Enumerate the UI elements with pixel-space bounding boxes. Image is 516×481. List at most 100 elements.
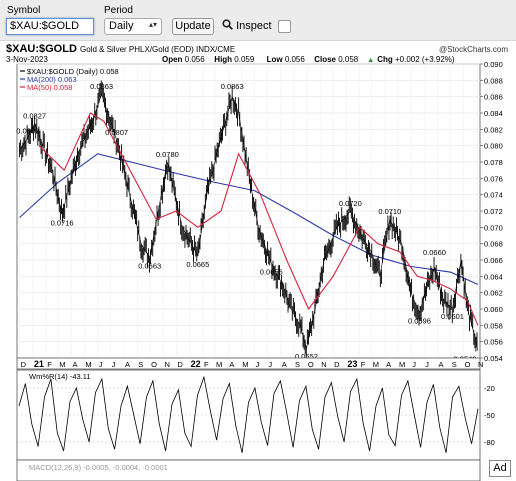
wr-tick-label: -80 [484, 438, 495, 447]
price-annotation: 0.0656 [260, 267, 283, 276]
price-annotation: 0.0552 [295, 352, 318, 361]
x-tick-label: M [373, 360, 379, 369]
x-tick-label: S [295, 360, 300, 369]
chart-title: $XAU:$GOLD [6, 43, 77, 55]
x-tick-label: J [256, 360, 260, 369]
x-tick-label: S [452, 360, 457, 369]
chart-subtitle: Gold & Silver PHLX/Gold (EOD) INDX/CME [80, 45, 235, 54]
price-annotation: 0.0710 [378, 207, 401, 216]
price-annotation: 0.0660 [423, 248, 446, 257]
x-tick-label: S [138, 360, 143, 369]
x-tick-label: J [99, 360, 103, 369]
legend-entry: $XAU:$GOLD (Daily) 0.058 [27, 67, 119, 76]
legend-entry: MA(50) 0.058 [27, 83, 72, 92]
wr-tick-label: -20 [484, 384, 495, 393]
update-button[interactable]: Update [172, 18, 214, 35]
x-tick-label: D [21, 360, 27, 369]
y-tick-label: 0.074 [484, 191, 503, 200]
price-annotation: 0.0807 [105, 128, 128, 137]
price-chart: $XAU:$GOLD Gold & Silver PHLX/Gold (EOD)… [6, 43, 508, 481]
price-annotation: 0.0663 [138, 262, 161, 271]
ohlc-close: Close 0.058 [314, 55, 359, 64]
price-annotation: 0.0863 [221, 82, 244, 91]
brand-credit: @StockCharts.com [439, 45, 508, 54]
ma50-line [38, 112, 479, 326]
y-tick-label: 0.066 [484, 256, 503, 265]
ohlc-low: Low 0.056 [267, 55, 306, 64]
ad-badge[interactable]: Ad [489, 460, 511, 477]
ohlc-row: Open 0.056 High 0.059 Low 0.056 Close 0.058… [162, 55, 455, 64]
legend-entry: MA(200) 0.063 [27, 75, 77, 84]
magnifier-icon [222, 19, 233, 30]
price-annotation: 0.0827 [23, 112, 46, 121]
y-tick-label: 0.076 [484, 174, 503, 183]
y-tick-label: 0.080 [484, 142, 503, 151]
x-tick-label: J [112, 360, 116, 369]
y-tick-label: 0.054 [484, 354, 503, 363]
y-tick-label: 0.084 [484, 109, 503, 118]
price-bars [19, 80, 479, 361]
chart-date: 3-Nov-2023 [6, 55, 48, 64]
y-tick-label: 0.088 [484, 76, 503, 85]
x-tick-label: A [386, 360, 391, 369]
inspect-toggle[interactable]: Inspect [222, 19, 272, 32]
period-select[interactable]: Daily ▴▾ [104, 18, 162, 35]
x-tick-label: A [438, 360, 443, 369]
ohlc-high: High 0.059 [214, 55, 255, 64]
x-tick-label: O [465, 360, 471, 369]
price-annotation: 0.0716 [51, 218, 74, 227]
macd-title-text: MACD(12,26,9) -0.0005, -0.0004, -0.0001 [29, 463, 168, 472]
x-tick-label: N [164, 360, 169, 369]
x-tick-label: O [151, 360, 157, 369]
y-tick-label: 0.062 [484, 289, 503, 298]
date-axis-labels: D 21 F M A M J J A S O N D 22 F M A M J J A S O N D 23 F M A M J J A S O N [21, 359, 484, 369]
y-tick-label: 0.056 [484, 338, 503, 347]
symbol-label: Symbol [7, 5, 41, 16]
price-annotation: 0.0601 [441, 312, 464, 321]
ma50-layer [38, 112, 479, 326]
x-tick-label: A [125, 360, 130, 369]
williams-r-gridlines: -20 -50 -80 [17, 384, 495, 447]
y-tick-label: 0.070 [484, 223, 503, 232]
wr-line [18, 375, 479, 453]
x-tick-label: 22 [191, 359, 201, 369]
y-tick-label: 0.078 [484, 158, 503, 167]
chg-up-icon: ▲ [367, 57, 374, 64]
inspect-label: Inspect [236, 20, 272, 32]
x-tick-label: J [268, 360, 272, 369]
x-tick-label: F [204, 360, 209, 369]
y-tick-label: 0.064 [484, 272, 503, 281]
price-annotation: 0.0720 [339, 199, 362, 208]
price-annotation: 0.0863 [90, 82, 113, 91]
x-tick-label: M [59, 360, 65, 369]
y-tick-label: 0.068 [484, 240, 503, 249]
ohlc-chg: Chg +0.002 (+3.92%) [377, 55, 455, 64]
macd-title: MACD(12,26,9) -0.0005, -0.0004, -0.0001 [29, 463, 168, 472]
x-tick-label: D [177, 360, 183, 369]
y-tick-label: 0.072 [484, 207, 503, 216]
macd-panel [16, 459, 481, 481]
price-y-axis: 0.090 0.088 0.086 0.084 0.082 0.080 0.078 0.076… [480, 60, 503, 363]
ma200-layer [19, 153, 479, 286]
x-tick-label: J [425, 360, 429, 369]
x-tick-label: N [478, 360, 483, 369]
symbol-input[interactable]: $XAU:$GOLD [6, 18, 94, 35]
period-select-value: Daily [109, 20, 134, 32]
ohlc-open: Open 0.056 [162, 55, 205, 64]
williams-r-title: Wm%R(14) -43.11 [29, 372, 91, 381]
y-tick-label: 0.058 [484, 321, 503, 330]
x-tick-label: M [216, 360, 222, 369]
x-tick-label: A [73, 360, 78, 369]
inspect-checkbox[interactable] [278, 20, 291, 33]
x-tick-label: D [334, 360, 340, 369]
y-tick-label: 0.090 [484, 60, 503, 69]
price-line [19, 93, 479, 351]
williams-r-line [18, 375, 479, 453]
x-tick-label: 21 [34, 359, 44, 369]
x-tick-label: M [242, 360, 248, 369]
period-label: Period [104, 5, 133, 16]
x-tick-label: F [47, 360, 52, 369]
price-annotation: 0.0780 [156, 150, 179, 159]
x-tick-label: A [229, 360, 234, 369]
